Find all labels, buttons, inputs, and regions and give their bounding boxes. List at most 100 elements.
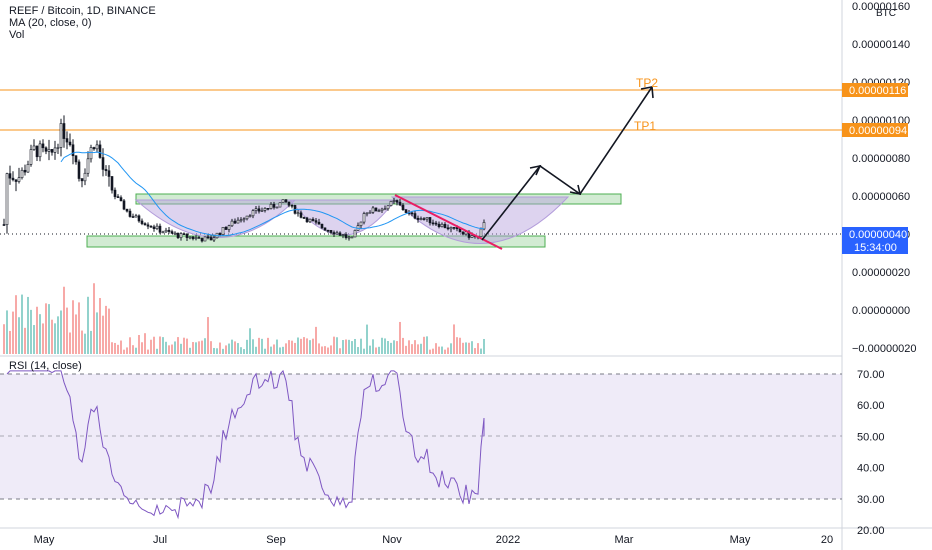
candle[interactable] — [482, 222, 486, 230]
candle[interactable] — [158, 225, 162, 233]
candle[interactable] — [74, 155, 78, 163]
candle[interactable] — [173, 232, 177, 235]
candle[interactable] — [326, 229, 330, 232]
downtrend-line[interactable] — [394, 194, 503, 250]
candle[interactable] — [425, 217, 429, 220]
candle[interactable] — [65, 138, 69, 143]
candle[interactable] — [116, 196, 120, 198]
candle[interactable] — [275, 206, 279, 209]
candle[interactable] — [449, 227, 453, 230]
candle[interactable] — [44, 147, 48, 152]
candle[interactable] — [233, 220, 237, 224]
candle[interactable] — [368, 211, 372, 214]
candle[interactable] — [194, 237, 198, 239]
candle[interactable] — [245, 215, 249, 220]
candle[interactable] — [86, 158, 90, 174]
candle[interactable] — [56, 147, 60, 149]
candle[interactable] — [5, 173, 9, 225]
candle[interactable] — [125, 208, 129, 212]
candle[interactable] — [95, 144, 99, 150]
symbol-legend[interactable]: REEF / Bitcoin, 1D, BINANCE — [9, 5, 156, 17]
candle[interactable] — [461, 231, 465, 235]
candle[interactable] — [299, 212, 303, 218]
candle[interactable] — [371, 207, 375, 213]
candle[interactable] — [266, 208, 270, 210]
candle[interactable] — [251, 210, 255, 217]
candle[interactable] — [377, 210, 381, 213]
candle[interactable] — [170, 231, 174, 234]
candle[interactable] — [386, 205, 390, 210]
candle[interactable] — [131, 216, 135, 218]
candle[interactable] — [20, 169, 24, 179]
candle[interactable] — [146, 224, 150, 227]
candle[interactable] — [149, 225, 153, 228]
candle[interactable] — [92, 147, 96, 150]
candle[interactable] — [452, 227, 456, 229]
candle[interactable] — [110, 176, 114, 191]
candle[interactable] — [38, 143, 42, 158]
candle[interactable] — [422, 218, 426, 220]
candle[interactable] — [101, 157, 105, 170]
candle[interactable] — [134, 215, 138, 218]
candle[interactable] — [317, 221, 321, 225]
candle[interactable] — [446, 227, 450, 230]
candle[interactable] — [113, 189, 117, 197]
candle[interactable] — [41, 143, 45, 149]
candle[interactable] — [191, 236, 195, 239]
candle[interactable] — [314, 220, 318, 223]
candle[interactable] — [437, 223, 441, 228]
candle[interactable] — [62, 123, 66, 139]
candle[interactable] — [218, 232, 222, 235]
candle[interactable] — [197, 237, 201, 239]
candle[interactable] — [104, 169, 108, 172]
candle[interactable] — [470, 235, 474, 238]
candle[interactable] — [398, 201, 402, 206]
candle[interactable] — [224, 226, 228, 230]
candle[interactable] — [416, 217, 420, 220]
cup-shape-middle[interactable] — [288, 199, 396, 236]
candle[interactable] — [11, 177, 15, 181]
candle[interactable] — [107, 170, 111, 177]
candle[interactable] — [434, 222, 438, 225]
candle[interactable] — [374, 207, 378, 212]
candle[interactable] — [23, 169, 27, 173]
projection-path[interactable] — [481, 86, 654, 241]
candle[interactable] — [401, 204, 405, 210]
candle[interactable] — [338, 232, 342, 236]
candle[interactable] — [227, 225, 231, 230]
candle[interactable] — [311, 218, 315, 221]
candle[interactable] — [59, 123, 63, 148]
candle[interactable] — [17, 177, 21, 182]
candle[interactable] — [332, 232, 336, 235]
candle[interactable] — [164, 229, 168, 233]
candle[interactable] — [68, 141, 72, 146]
candle[interactable] — [122, 200, 126, 210]
candle[interactable] — [242, 218, 246, 221]
candle[interactable] — [323, 227, 327, 231]
candle[interactable] — [320, 223, 324, 229]
candle[interactable] — [296, 212, 300, 215]
candle[interactable] — [29, 149, 33, 165]
candle[interactable] — [176, 232, 180, 238]
candle[interactable] — [305, 217, 309, 223]
candle[interactable] — [80, 178, 84, 182]
time-axis[interactable]: May Jul Sep Nov 2022 Mar May 20 — [34, 534, 834, 546]
candle[interactable] — [269, 203, 273, 209]
candle[interactable] — [257, 208, 261, 212]
candle[interactable] — [335, 232, 339, 235]
candle[interactable] — [431, 222, 435, 225]
candle[interactable] — [35, 145, 39, 158]
candle[interactable] — [380, 208, 384, 212]
candle[interactable] — [392, 200, 396, 202]
candle[interactable] — [140, 220, 144, 224]
candle[interactable] — [443, 223, 447, 229]
candle[interactable] — [203, 236, 207, 242]
candle[interactable] — [161, 231, 165, 234]
candles[interactable] — [2, 115, 486, 243]
candle[interactable] — [290, 204, 294, 207]
candle[interactable] — [98, 144, 102, 158]
rsi-legend[interactable]: RSI (14, close) — [9, 360, 82, 372]
candle[interactable] — [308, 218, 312, 223]
candle[interactable] — [260, 210, 264, 212]
